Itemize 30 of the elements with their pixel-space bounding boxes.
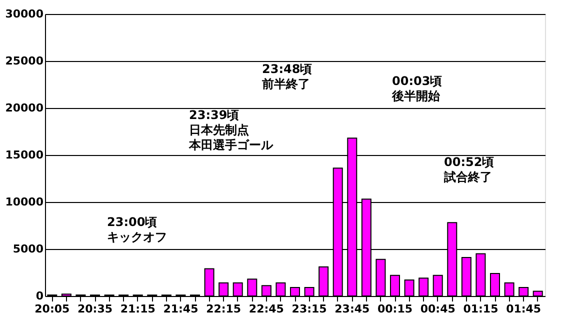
y-tick-label: 25000 xyxy=(5,54,44,68)
annotation: 試合終了 xyxy=(443,170,492,184)
annotation: キックオフ xyxy=(107,230,167,244)
x-tick-label: 21:45 xyxy=(163,302,198,316)
x-tick-label: 21:15 xyxy=(120,302,156,316)
annotation: 後半開始 xyxy=(391,89,441,103)
annotation: 本田選手ゴール xyxy=(188,138,274,152)
x-tick-label: 23:15 xyxy=(292,302,327,316)
x-tick-label: 20:05 xyxy=(34,302,70,316)
annotation: 23:00頃 xyxy=(107,215,158,229)
y-tick-label: 10000 xyxy=(5,196,44,208)
annotation: 日本先制点 xyxy=(189,123,249,137)
x-tick-label: 20:35 xyxy=(77,302,113,316)
x-tick-label: 22:45 xyxy=(248,302,284,316)
annotation: 前半終了 xyxy=(261,77,310,91)
annotation: 00:03頃 xyxy=(392,74,442,88)
x-tick-label: 22:15 xyxy=(206,302,242,316)
y-tick-label: 0 xyxy=(36,290,44,302)
x-tick-label: 01:45 xyxy=(506,302,542,316)
y-tick-label: 5000 xyxy=(12,242,44,256)
annotation: 23:39頃 xyxy=(189,108,240,122)
y-tick-label: 30000 xyxy=(5,8,44,20)
annotation: 23:48頃 xyxy=(262,62,312,76)
x-tick-label: 00:45 xyxy=(420,302,456,316)
y-tick-label: 15000 xyxy=(5,148,44,162)
annotation: 00:52頃 xyxy=(444,155,494,169)
x-tick-label: 23:45 xyxy=(334,302,370,316)
x-tick-label: 01:15 xyxy=(463,302,498,316)
y-tick-label: 20000 xyxy=(5,102,44,114)
x-tick-label: 00:15 xyxy=(377,302,413,316)
